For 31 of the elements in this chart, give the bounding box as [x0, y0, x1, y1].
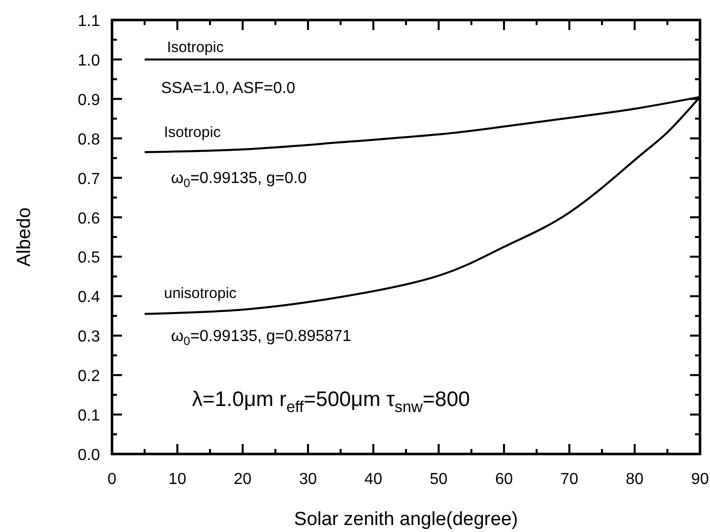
- y-tick-label: 0.6: [78, 210, 100, 228]
- y-tick-label: 0.4: [78, 289, 100, 306]
- x-tick-label: 80: [626, 471, 644, 488]
- y-tick-label: 0.7: [78, 170, 100, 188]
- annotation: ω$_{0}$=0.99135, g=0.0: [171, 170, 307, 190]
- y-tick-label: 0.5: [78, 250, 100, 267]
- x-tick-label: 30: [299, 471, 317, 488]
- x-tick-label: 40: [364, 471, 382, 488]
- annotation: Isotropic: [164, 124, 222, 141]
- x-tick-label: 0: [108, 471, 117, 488]
- x-tick-label: 70: [560, 471, 578, 488]
- y-tick-label: 0.1: [78, 408, 100, 425]
- x-tick-label: 90: [691, 471, 709, 488]
- annotation: λ=1.0μm r$_{eff}$=500μm τ$_{snw}$=800: [192, 388, 470, 416]
- annotation: ω$_{0}$=0.99135, g=0.895871: [171, 328, 352, 348]
- annotation: Isotropic: [167, 39, 224, 56]
- x-tick-label: 50: [430, 471, 448, 488]
- x-axis-title: Solar zenith angle(degree): [294, 509, 518, 530]
- y-tick-label: 0.0: [78, 447, 100, 464]
- x-tick-label: 10: [168, 471, 186, 488]
- y-tick-label: 0.9: [78, 92, 100, 109]
- annotation: SSA=1.0, ASF=0.0: [161, 80, 296, 97]
- y-tick-label: 1.0: [78, 52, 100, 70]
- y-tick-label: 0.8: [78, 131, 100, 148]
- y-axis-title: Albedo: [14, 207, 35, 267]
- x-tick-label: 60: [495, 471, 513, 488]
- y-tick-label: 1.1: [78, 13, 100, 30]
- annotation: unisotropic: [164, 285, 238, 302]
- x-tick-label: 20: [234, 471, 252, 488]
- y-tick-label: 0.2: [78, 368, 100, 386]
- y-tick-label: 0.3: [78, 328, 100, 346]
